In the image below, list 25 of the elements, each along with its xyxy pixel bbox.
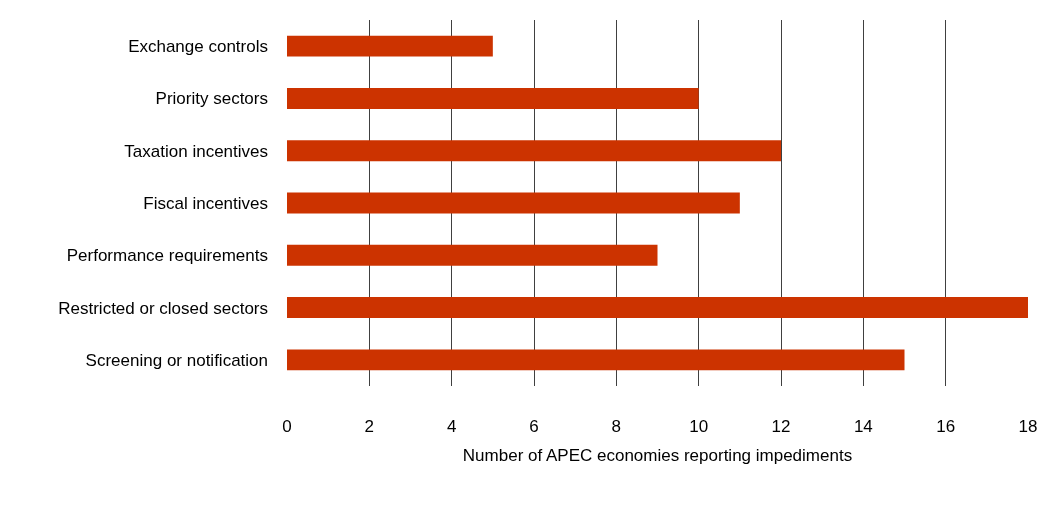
x-tick-label: 14 [853,417,873,436]
x-tick-label: 16 [936,417,956,436]
x-tick-label: 4 [446,417,457,436]
y-tick-label: Performance requirements [66,246,268,266]
y-tick-label: Taxation incentives [124,141,268,161]
x-axis-title: Number of APEC economies reporting impediments [462,446,853,466]
y-tick-label: Screening or notification [85,350,268,370]
x-tick-label: 10 [689,417,709,436]
y-tick-label: Restricted or closed sectors [58,298,268,318]
x-tick-label: 8 [611,417,622,436]
bar [287,35,493,57]
x-tick-label: 18 [1018,417,1038,436]
x-tick-label: 6 [529,417,539,436]
bar [287,349,905,371]
bar [287,244,658,266]
x-tick-label: 2 [364,417,375,436]
bar [287,192,740,214]
bar [287,140,781,162]
bar [287,87,699,109]
y-tick-label: Fiscal incentives [143,193,268,213]
x-tick-label: 12 [771,417,791,436]
bar [287,297,1028,319]
y-tick-label: Priority sectors [155,89,268,109]
y-tick-label: Exchange controls [128,37,268,57]
x-tick-label: 0 [282,417,292,436]
